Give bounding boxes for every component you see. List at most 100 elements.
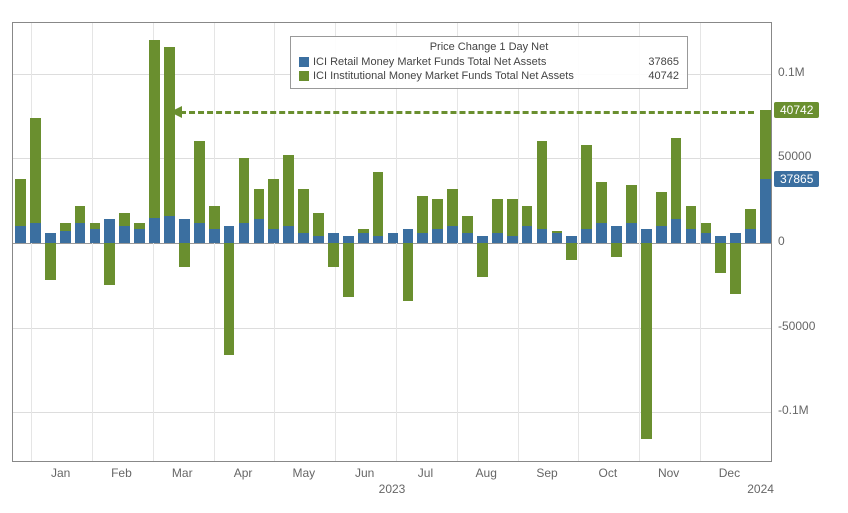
bar-retail	[507, 236, 518, 243]
bar-inst	[715, 243, 726, 273]
x-tick-label: Aug	[476, 466, 497, 480]
bar-retail	[373, 236, 384, 243]
bar-inst	[209, 206, 220, 230]
bar-retail	[358, 233, 369, 243]
bar-inst	[492, 199, 503, 233]
bar-retail	[403, 229, 414, 243]
bar-retail	[537, 229, 548, 243]
bar-retail	[552, 233, 563, 243]
bar-retail	[417, 233, 428, 243]
bar-inst	[611, 243, 622, 257]
bar-retail	[104, 219, 115, 243]
bar-retail	[283, 226, 294, 243]
y-tick-label: 50000	[778, 149, 811, 163]
bar-retail	[45, 233, 56, 243]
bar-inst	[90, 223, 101, 230]
x-tick-label: Nov	[658, 466, 679, 480]
bar-retail	[522, 226, 533, 243]
legend-label-retail: ICI Retail Money Market Funds Total Net …	[313, 55, 638, 69]
legend-value-retail: 37865	[648, 55, 679, 69]
bar-retail	[686, 229, 697, 243]
bar-retail	[15, 226, 26, 243]
bar-inst	[254, 189, 265, 219]
arrow-head-icon	[170, 106, 182, 118]
bar-inst	[224, 243, 235, 355]
x-tick-label: Jun	[355, 466, 374, 480]
bar-inst	[283, 155, 294, 226]
bar-retail	[343, 236, 354, 243]
bar-retail	[492, 233, 503, 243]
legend-label-inst: ICI Institutional Money Market Funds Tot…	[313, 69, 638, 83]
bar-retail	[224, 226, 235, 243]
bar-inst	[149, 40, 160, 218]
bar-retail	[626, 223, 637, 243]
gridline-h	[13, 243, 771, 244]
bar-retail	[60, 231, 71, 243]
bar-retail	[313, 236, 324, 243]
bar-inst	[477, 243, 488, 277]
chart-container: Price Change 1 Day Net ICI Retail Money …	[0, 0, 848, 513]
gridline-v	[578, 23, 579, 461]
y-tick-label: -0.1M	[778, 403, 809, 417]
gridline-h	[13, 412, 771, 413]
bar-inst	[358, 229, 369, 232]
bar-inst	[641, 243, 652, 439]
bar-inst	[343, 243, 354, 297]
y-tick-label: 0	[778, 234, 785, 248]
bar-inst	[179, 243, 190, 267]
bar-inst	[15, 179, 26, 226]
bar-inst	[417, 196, 428, 233]
annotation-arrow	[180, 111, 754, 114]
x-tick-label: Dec	[719, 466, 740, 480]
bar-inst	[328, 243, 339, 267]
bar-inst	[552, 231, 563, 233]
bar-inst	[313, 213, 324, 237]
legend-title: Price Change 1 Day Net	[299, 41, 679, 53]
bar-inst	[298, 189, 309, 233]
bar-inst	[75, 206, 86, 223]
bar-retail	[194, 223, 205, 243]
bar-retail	[268, 229, 279, 243]
bar-retail	[447, 226, 458, 243]
callout-inst: 40742	[774, 102, 819, 118]
legend-row-inst: ICI Institutional Money Market Funds Tot…	[299, 69, 679, 83]
bar-retail	[730, 233, 741, 243]
x-tick-label: Apr	[234, 466, 253, 480]
bar-inst	[507, 199, 518, 236]
bar-retail	[254, 219, 265, 243]
bar-retail	[239, 223, 250, 243]
bar-retail	[75, 223, 86, 243]
year-label: 2023	[379, 482, 406, 496]
bar-retail	[745, 229, 756, 243]
bar-retail	[30, 223, 41, 243]
x-tick-label: May	[292, 466, 315, 480]
bar-retail	[209, 229, 220, 243]
x-tick-label: Oct	[598, 466, 617, 480]
legend-swatch-inst	[299, 71, 309, 81]
bar-inst	[701, 223, 712, 233]
bar-inst	[373, 172, 384, 236]
bar-inst	[60, 223, 71, 231]
bar-retail	[388, 233, 399, 243]
legend-value-inst: 40742	[648, 69, 679, 83]
bar-inst	[194, 141, 205, 222]
bar-inst	[119, 213, 130, 227]
bar-inst	[447, 189, 458, 226]
bar-inst	[596, 182, 607, 223]
x-tick-label: Mar	[172, 466, 193, 480]
bar-inst	[581, 145, 592, 230]
year-label: 2024	[747, 482, 774, 496]
bar-inst	[686, 206, 697, 230]
bar-inst	[239, 158, 250, 222]
bar-retail	[298, 233, 309, 243]
bar-retail	[715, 236, 726, 243]
bar-inst	[522, 206, 533, 226]
bar-inst	[104, 243, 115, 285]
bar-retail	[611, 226, 622, 243]
gridline-h	[13, 328, 771, 329]
x-tick-label: Jan	[51, 466, 70, 480]
bar-retail	[462, 233, 473, 243]
bar-retail	[432, 229, 443, 243]
callout-retail: 37865	[774, 171, 819, 187]
bar-inst	[403, 243, 414, 301]
